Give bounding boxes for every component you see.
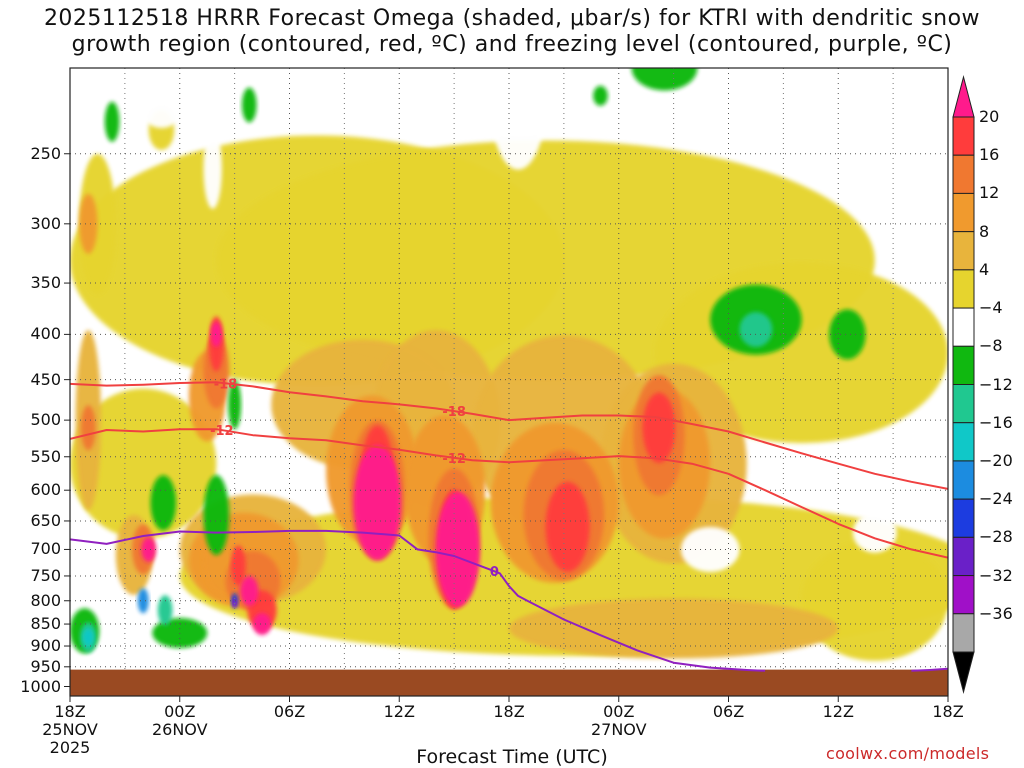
y-tick-label: 600 <box>30 480 61 500</box>
y-tick-label: 750 <box>30 565 61 585</box>
x-tick-label: 06Z <box>273 702 306 721</box>
x-tick-label: 18Z <box>932 702 964 721</box>
colorbar-label: −20 <box>979 450 1013 470</box>
y-tick-label: 500 <box>30 410 61 430</box>
y-tick-label: 900 <box>30 636 61 656</box>
y-tick-label: 700 <box>30 539 61 559</box>
colorbar <box>952 75 975 694</box>
x-tick-label: 00Z 26NOV <box>151 702 208 739</box>
colorbar-label: −28 <box>979 527 1013 547</box>
y-tick-label: 300 <box>30 213 61 233</box>
contour-label: 0 <box>490 565 499 580</box>
contour-line-2 <box>70 529 766 672</box>
colorbar-label: 12 <box>979 183 1000 203</box>
colorbar-label: 4 <box>979 259 990 279</box>
y-tick-label: 350 <box>30 273 61 293</box>
x-ticks <box>69 696 949 702</box>
colorbar-label: 16 <box>979 145 1000 165</box>
ground-layer <box>70 669 948 696</box>
contour-label: -12 <box>442 452 466 467</box>
source-credit: coolwx.com/models <box>826 744 990 763</box>
y-ticks <box>64 153 70 688</box>
colorbar-label: 8 <box>979 221 990 241</box>
colorbar-label: −4 <box>979 298 1003 318</box>
contour-line-3 <box>911 667 948 672</box>
y-tick-label: 1000 <box>20 676 61 696</box>
chart-title-line1: 2025112518 HRRR Forecast Omega (shaded, … <box>43 6 981 31</box>
contour-line-0 <box>70 381 948 490</box>
contours <box>70 381 948 672</box>
y-tick-label: 550 <box>30 446 61 466</box>
colorbar-label: −32 <box>979 565 1013 585</box>
x-tick-label: 12Z <box>822 702 854 721</box>
colorbar-label: −8 <box>979 336 1003 356</box>
x-tick-label: 12Z <box>383 702 415 721</box>
x-tick-label: 06Z <box>712 702 745 721</box>
colorbar-label: −16 <box>979 412 1013 432</box>
contour-label: -12 <box>210 424 234 439</box>
contour-labels: -18 -18 -12 -12 0 <box>210 377 499 580</box>
contour-label: -18 <box>442 405 466 420</box>
x-tick-label: 00Z 27NOV <box>590 702 647 739</box>
y-tick-label: 450 <box>30 369 61 389</box>
chart-title-line2: growth region (contoured, red, ºC) and f… <box>71 32 953 57</box>
colorbar-label: −36 <box>979 603 1013 623</box>
colorbar-label: −12 <box>979 374 1013 394</box>
colorbar-label: 20 <box>979 107 1000 126</box>
y-tick-label: 400 <box>30 324 61 344</box>
y-tick-label: 250 <box>30 143 61 163</box>
x-tick-label: 18Z 25NOV 2025 <box>42 702 98 757</box>
contour-label: -18 <box>214 377 238 392</box>
y-tick-label: 800 <box>30 590 61 610</box>
y-tick-label: 850 <box>30 614 61 634</box>
colorbar-label: −24 <box>979 489 1013 509</box>
x-tick-label: 18Z <box>493 702 525 721</box>
contour-line-1 <box>70 428 948 559</box>
x-axis-title: Forecast Time (UTC) <box>416 746 608 768</box>
y-tick-label: 650 <box>30 510 61 530</box>
y-tick-label: 950 <box>30 656 61 676</box>
